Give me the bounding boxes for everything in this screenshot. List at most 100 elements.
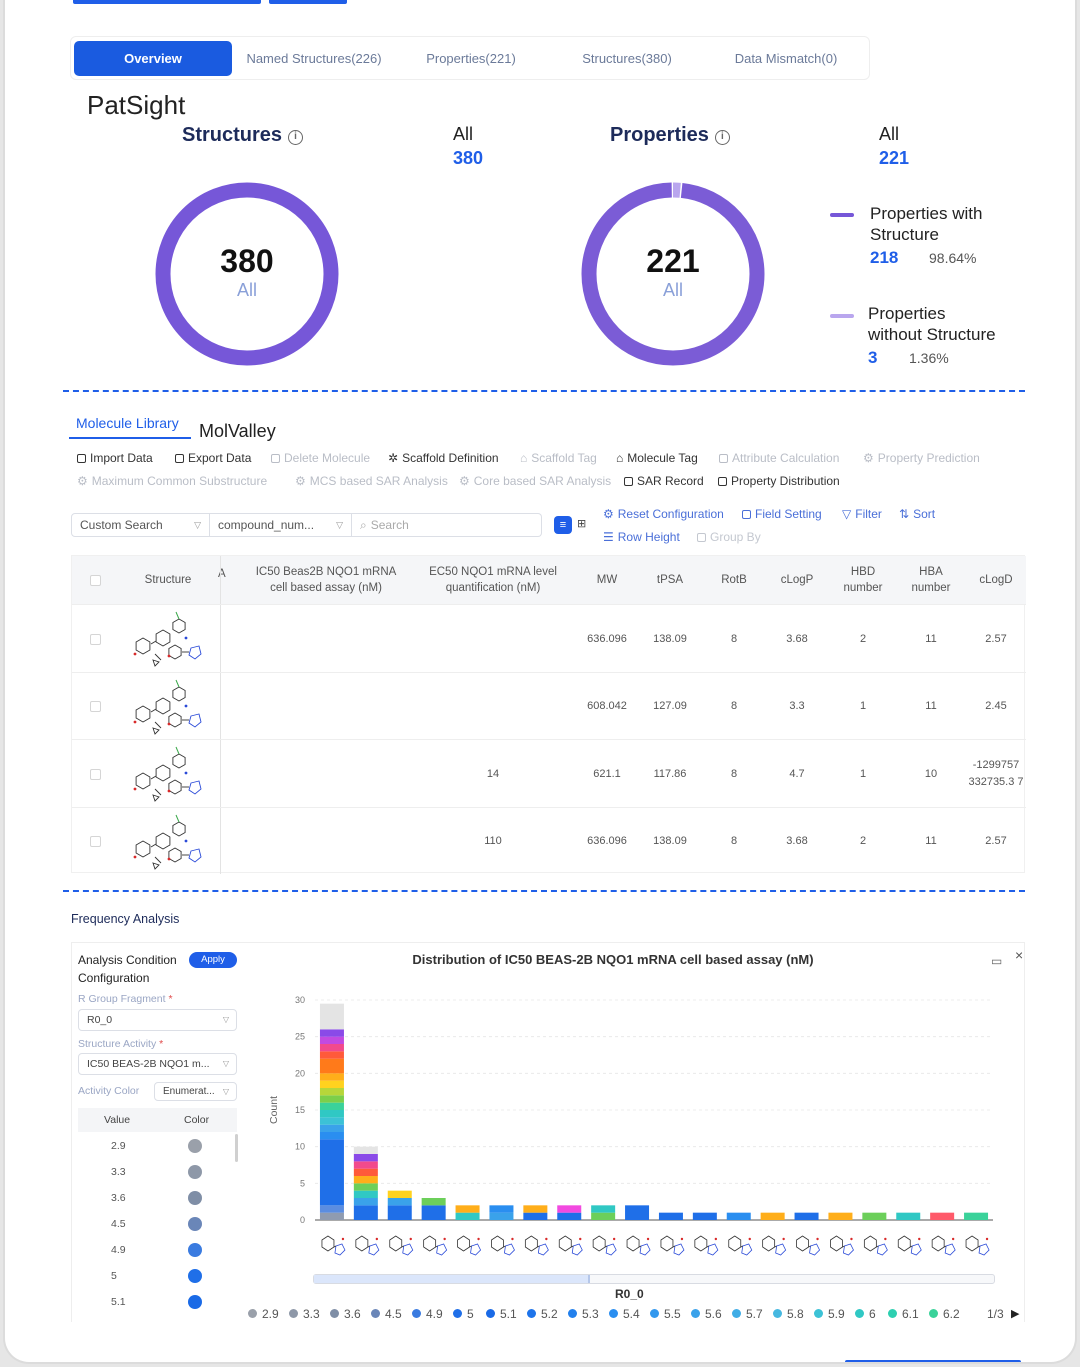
color-swatch[interactable]	[188, 1165, 202, 1179]
fragment-structure[interactable]	[694, 1235, 719, 1256]
fragment-structure[interactable]	[558, 1235, 583, 1256]
table-row[interactable]: 110 636.096 138.09 8 3.68 2 11 2.57	[72, 806, 1026, 876]
bar[interactable]	[726, 1212, 751, 1220]
structure-cell[interactable]	[128, 740, 210, 808]
structure-cell[interactable]	[128, 808, 210, 876]
bar-segment[interactable]	[489, 1205, 514, 1213]
delete-molecule-button[interactable]: Delete Molecule	[271, 451, 370, 465]
core-sar-button[interactable]: ⚙ Core based SAR Analysis	[459, 474, 612, 488]
fragment-structure[interactable]	[863, 1235, 888, 1256]
fragment-structure[interactable]	[762, 1235, 787, 1256]
table-row[interactable]: 636.096 138.09 8 3.68 2 11 2.57	[72, 604, 1026, 672]
tab-named-structures[interactable]: Named Structures(226)	[246, 51, 382, 66]
row-checkbox[interactable]	[82, 740, 108, 808]
bar[interactable]	[591, 1205, 616, 1220]
fragment-structure[interactable]	[796, 1235, 821, 1256]
r-group-select[interactable]: R0_0 ▽	[78, 1009, 237, 1031]
column-header-a[interactable]: A	[218, 568, 226, 580]
molecule-structure[interactable]	[129, 743, 209, 805]
reset-configuration-link[interactable]: ⚙ Reset Configuration	[603, 507, 724, 521]
structure-cell[interactable]	[128, 605, 210, 673]
grid-view-toggle[interactable]: ⊞	[577, 518, 587, 530]
legend-item[interactable]: 2.9	[248, 1307, 279, 1321]
bar-segment[interactable]	[591, 1205, 616, 1213]
bar-segment[interactable]	[319, 1051, 344, 1059]
bar-segment[interactable]	[421, 1205, 446, 1220]
bar-segment[interactable]	[353, 1161, 378, 1169]
bar-segment[interactable]	[319, 1073, 344, 1081]
tab-structures[interactable]: Structures(380)	[582, 51, 672, 66]
bar[interactable]	[828, 1212, 853, 1220]
column-header-clogd[interactable]: cLogD	[979, 574, 1013, 586]
bar-segment[interactable]	[319, 1036, 344, 1044]
structure-cell[interactable]	[128, 673, 210, 741]
attribute-calculation-button[interactable]: Attribute Calculation	[719, 451, 839, 465]
bar[interactable]	[523, 1205, 548, 1220]
bar[interactable]	[387, 1190, 412, 1220]
bar-segment[interactable]	[760, 1212, 785, 1220]
export-data-button[interactable]: Export Data	[175, 451, 251, 465]
fragment-structure[interactable]	[524, 1235, 549, 1256]
bar-segment[interactable]	[964, 1212, 989, 1220]
column-header-hba[interactable]: HBA number	[911, 566, 951, 594]
info-icon[interactable]: i	[714, 130, 730, 145]
fragment-structure[interactable]	[457, 1235, 482, 1256]
bar-segment[interactable]	[319, 1088, 344, 1096]
table-row[interactable]: 14 621.1 117.86 8 4.7 1 10 -1299757 332735.3 7	[72, 739, 1026, 807]
column-header-hbd[interactable]: HBD number	[843, 566, 883, 594]
bar-segment[interactable]	[353, 1154, 378, 1162]
bar-segment[interactable]	[896, 1212, 921, 1220]
column-header-structure[interactable]: Structure	[144, 574, 192, 586]
activity-color-select[interactable]: Enumerat... ▽	[154, 1082, 237, 1101]
legend-item[interactable]: 5.8	[773, 1307, 804, 1321]
bar-segment[interactable]	[591, 1212, 616, 1220]
bar-segment[interactable]	[794, 1212, 819, 1220]
bar[interactable]	[930, 1212, 955, 1220]
legend-item[interactable]: 5	[453, 1307, 474, 1321]
apply-button[interactable]: Apply	[189, 952, 237, 968]
sort-link[interactable]: ⇅ Sort	[899, 507, 936, 521]
legend-item[interactable]: 5.4	[609, 1307, 640, 1321]
bar-segment[interactable]	[523, 1212, 548, 1220]
bar-segment[interactable]	[455, 1212, 480, 1220]
legend-item[interactable]: 5.1	[486, 1307, 517, 1321]
color-swatch[interactable]	[188, 1191, 202, 1205]
bar[interactable]	[557, 1205, 582, 1220]
bar-segment[interactable]	[557, 1212, 582, 1220]
tab-overview[interactable]: Overview	[74, 41, 232, 76]
bar-segment[interactable]	[353, 1176, 378, 1184]
column-header-mw[interactable]: MW	[596, 574, 618, 586]
fragment-structure[interactable]	[423, 1235, 448, 1256]
legend-item[interactable]: 3.3	[289, 1307, 320, 1321]
column-header-ec50[interactable]: EC50 NQO1 mRNA level quantification (nM)	[429, 566, 557, 594]
zoom-slider-track[interactable]	[313, 1274, 995, 1284]
bar-segment[interactable]	[319, 1095, 344, 1103]
bar[interactable]	[658, 1212, 683, 1220]
list-view-toggle[interactable]: ≡	[554, 516, 572, 534]
bar-segment[interactable]	[828, 1212, 853, 1220]
bar[interactable]	[455, 1205, 480, 1220]
column-header-tpsa[interactable]: tPSA	[656, 574, 684, 586]
bar-segment[interactable]	[319, 1117, 344, 1125]
bar-segment[interactable]	[319, 1205, 344, 1213]
bar-segment[interactable]	[319, 1110, 344, 1118]
bar-segment[interactable]	[387, 1198, 412, 1206]
scrollbar[interactable]	[235, 1134, 238, 1162]
bar-segment[interactable]	[353, 1205, 378, 1220]
bar-segment[interactable]	[862, 1212, 887, 1220]
filter-link[interactable]: ▽ Filter	[842, 507, 882, 521]
bar[interactable]	[760, 1212, 785, 1220]
close-icon[interactable]: ×	[1015, 947, 1024, 963]
row-checkbox[interactable]	[82, 605, 108, 673]
search-field-select[interactable]: compound_num... ▽	[210, 513, 352, 537]
bar-segment[interactable]	[353, 1168, 378, 1176]
bar-segment[interactable]	[523, 1205, 548, 1213]
molecule-structure[interactable]	[129, 811, 209, 873]
bar[interactable]	[862, 1212, 887, 1220]
column-header-rotb[interactable]: RotB	[721, 574, 747, 586]
fragment-structure[interactable]	[389, 1235, 414, 1256]
fragment-structure[interactable]	[931, 1235, 956, 1256]
bar-segment[interactable]	[319, 1132, 344, 1140]
bar[interactable]	[319, 1003, 344, 1220]
structure-activity-select[interactable]: IC50 BEAS-2B NQO1 m... ▽	[78, 1053, 237, 1075]
